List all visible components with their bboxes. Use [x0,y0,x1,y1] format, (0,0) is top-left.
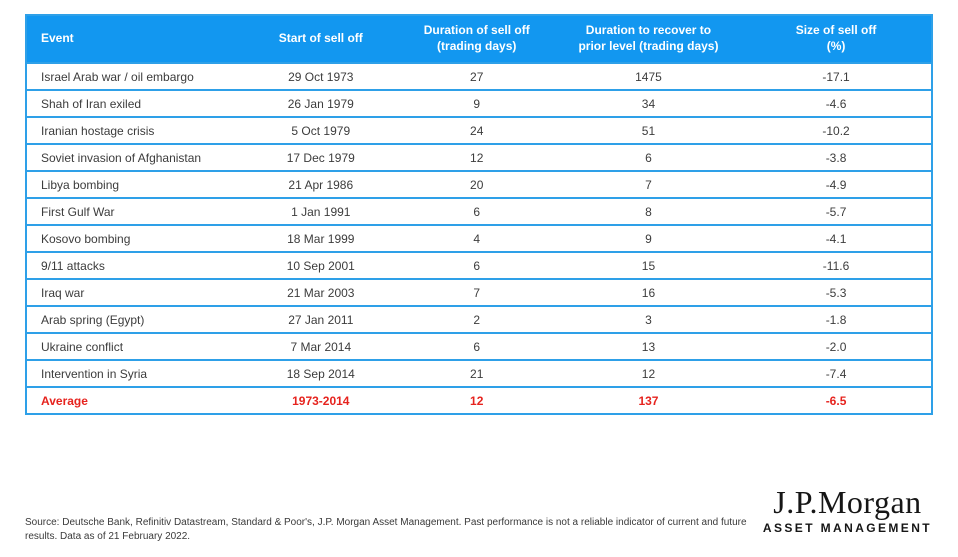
cell-event: Iraq war [41,285,85,300]
table-row: Intervention in Syria 18 Sep 2014 21 12 -7.4 [27,359,931,386]
table-row-average: Average 1973-2014 12 137 -6.5 [27,386,931,413]
cell-recover: 1475 [635,69,662,84]
cell-event: Soviet invasion of Afghanistan [41,150,202,165]
cell-size: -4.6 [825,96,847,111]
column-header-recover: Duration to recover to prior level (trad… [578,23,719,53]
cell-start: 21 Apr 1986 [288,177,354,192]
cell-size: -3.8 [825,150,847,165]
cell-event: Kosovo bombing [41,231,131,246]
table-row: Arab spring (Egypt) 27 Jan 2011 2 3 -1.8 [27,305,931,332]
selloff-table: Event Start of sell off Duration of sell o… [25,14,933,415]
cell-size: -17.1 [822,69,850,84]
cell-start: 18 Mar 1999 [287,231,355,246]
cell-event: Arab spring (Egypt) [41,312,145,327]
cell-selloff: 12 [470,393,484,408]
cell-selloff: 4 [473,231,481,246]
table-header-row: Event Start of sell off Duration of sell o… [27,16,931,62]
cell-start: 1 Jan 1991 [291,204,351,219]
cell-selloff: 6 [473,258,481,273]
cell-event: Ukraine conflict [41,339,124,354]
table-row: Ukraine conflict 7 Mar 2014 6 13 -2.0 [27,332,931,359]
cell-event: Average [41,393,88,408]
cell-selloff: 9 [473,96,481,111]
cell-size: -7.4 [825,366,847,381]
cell-size: -2.0 [825,339,847,354]
cell-start: 10 Sep 2001 [286,258,355,273]
cell-start: 5 Oct 1979 [291,123,351,138]
table-row: Shah of Iran exiled 26 Jan 1979 9 34 -4.6 [27,89,931,116]
cell-recover: 6 [645,150,652,165]
cell-start: 27 Jan 2011 [288,312,354,327]
table-row: Iraq war 21 Mar 2003 7 16 -5.3 [27,278,931,305]
cell-selloff: 6 [473,204,481,219]
column-header-start: Start of sell off [278,31,363,46]
cell-start: 18 Sep 2014 [286,366,355,381]
cell-selloff: 7 [473,285,481,300]
table-row: Israel Arab war / oil embargo 29 Oct 1973… [27,62,931,89]
column-header-selloff: Duration of sell off (trading days) [423,23,530,53]
table-body: Israel Arab war / oil embargo 29 Oct 1973… [27,62,931,413]
cell-size: -4.1 [825,231,847,246]
cell-start: 17 Dec 1979 [286,150,355,165]
cell-recover: 34 [641,96,656,111]
cell-start: 29 Oct 1973 [288,69,354,84]
cell-recover: 3 [645,312,652,327]
cell-start: 1973-2014 [292,393,350,408]
cell-recover: 13 [641,339,656,354]
cell-start: 21 Mar 2003 [287,285,355,300]
cell-recover: 15 [641,258,656,273]
cell-selloff: 2 [473,312,481,327]
source-note: Source: Deutsche Bank, Refinitiv Datastr… [25,517,747,542]
cell-recover: 12 [641,366,656,381]
cell-size: -1.8 [825,312,847,327]
cell-event: Israel Arab war / oil embargo [41,69,194,84]
asset-management-label: ASSET MANAGEMENT [762,521,932,535]
cell-start: 7 Mar 2014 [290,339,352,354]
cell-size: -4.9 [825,177,847,192]
cell-size: -11.6 [822,258,850,273]
jpmorgan-wordmark: J.P.Morgan [773,484,922,520]
cell-event: Intervention in Syria [41,366,148,381]
cell-selloff: 6 [473,339,481,354]
cell-size: -5.3 [825,285,847,300]
cell-recover: 51 [641,123,656,138]
table-row: 9/11 attacks 10 Sep 2001 6 15 -11.6 [27,251,931,278]
cell-selloff: 24 [470,123,484,138]
table-row: Iranian hostage crisis 5 Oct 1979 24 51 -10.… [27,116,931,143]
cell-size: -10.2 [822,123,850,138]
cell-event: Libya bombing [41,177,120,192]
cell-recover: 16 [641,285,656,300]
cell-selloff: 21 [470,366,484,381]
column-header-event: Event [41,31,74,46]
cell-recover: 137 [638,393,659,408]
column-header-size: Size of sell off (%) [795,23,877,53]
cell-selloff: 12 [470,150,484,165]
table-row: Kosovo bombing 18 Mar 1999 4 9 -4.1 [27,224,931,251]
cell-selloff: 20 [470,177,484,192]
cell-start: 26 Jan 1979 [287,96,354,111]
cell-selloff: 27 [470,69,484,84]
cell-size: -5.7 [825,204,847,219]
table-row: Libya bombing 21 Apr 1986 20 7 -4.9 [27,170,931,197]
cell-size: -6.5 [825,393,847,408]
jpmorgan-logo: J.P.Morgan ASSET MANAGEMENT [763,486,932,535]
cell-event: Iranian hostage crisis [41,123,155,138]
cell-event: First Gulf War [41,204,115,219]
cell-event: Shah of Iran exiled [41,96,142,111]
cell-recover: 8 [645,204,652,219]
cell-event: 9/11 attacks [41,258,105,273]
table-row: First Gulf War 1 Jan 1991 6 8 -5.7 [27,197,931,224]
cell-recover: 7 [645,177,652,192]
cell-recover: 9 [645,231,652,246]
table-row: Soviet invasion of Afghanistan 17 Dec 197… [27,143,931,170]
